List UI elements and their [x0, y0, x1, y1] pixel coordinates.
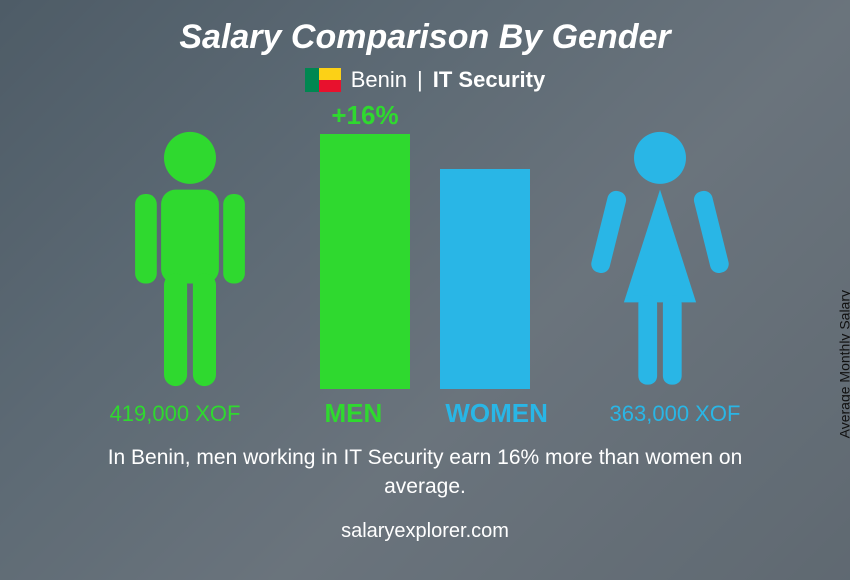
separator: |: [417, 67, 423, 93]
women-bar: [440, 169, 530, 389]
benin-flag-icon: [305, 68, 341, 92]
male-person-icon: [115, 129, 265, 389]
source-link[interactable]: salaryexplorer.com: [341, 520, 509, 543]
axis-row: 419,000 XOF MEN WOMEN 363,000 XOF: [85, 398, 765, 429]
country-label: Benin: [351, 67, 407, 93]
page-title: Salary Comparison By Gender: [179, 18, 670, 57]
men-bar: [320, 134, 410, 389]
women-salary-value: 363,000 XOF: [585, 401, 765, 427]
men-salary-value: 419,000 XOF: [85, 401, 265, 427]
chart-area: +16% 419,000 XOF MEN WOMEN 363,000 XOF: [85, 99, 765, 429]
women-axis-label: WOMEN: [442, 398, 552, 429]
subtitle-row: Benin | IT Security: [305, 67, 545, 93]
field-label: IT Security: [433, 67, 545, 93]
content-frame: Salary Comparison By Gender Benin | IT S…: [0, 0, 850, 580]
description-text: In Benin, men working in IT Security ear…: [65, 443, 785, 502]
female-person-icon: [585, 129, 735, 389]
men-axis-label: MEN: [298, 398, 408, 429]
percent-diff-label: +16%: [320, 100, 410, 131]
y-axis-label: Average Monthly Salary: [836, 290, 850, 438]
